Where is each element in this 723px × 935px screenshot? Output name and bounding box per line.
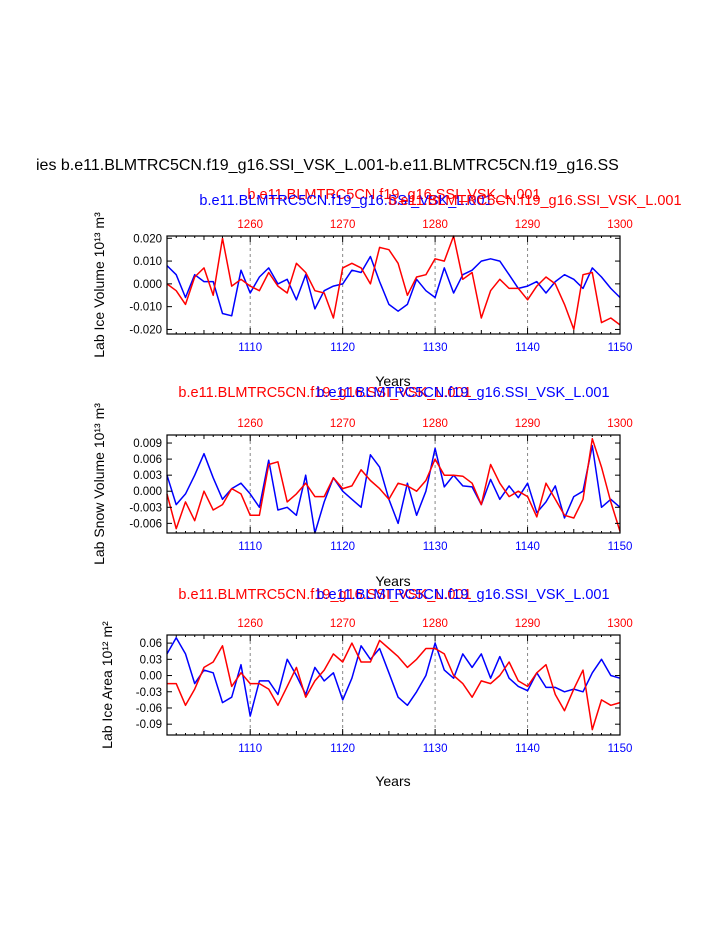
panel-ice-volume: b.e11.BLMTRC5CN.f19_g16.SSI_VSK_L.001 b.…	[91, 187, 682, 389]
x-tick-label-bottom: 1120	[330, 342, 355, 354]
panel-3-series	[166, 636, 621, 731]
red-series-line	[166, 437, 621, 532]
blue-series-line	[166, 444, 621, 534]
x-tick-label-top: 1290	[515, 618, 541, 630]
x-tick-label-bottom: 1150	[608, 541, 633, 553]
y-tick-label: -0.020	[129, 324, 162, 336]
panel-1-title-a: b.e11.BLMTRC5CN.f19_g16.SSI_VSK_L.001	[199, 193, 492, 209]
x-tick-label-top: 1300	[607, 418, 633, 430]
x-tick-label-top: 1300	[607, 618, 633, 630]
panel-2-title-a: b.e11.BLMTRC5CN.f19_g16.SSI_VSK_L.001	[316, 385, 609, 401]
x-tick-label-top: 1270	[330, 418, 356, 430]
x-tick-label-bottom: 1150	[608, 342, 633, 354]
y-tick-label: 0.020	[133, 233, 162, 245]
y-tick-label: 0.003	[133, 470, 162, 482]
x-tick-label-bottom: 1110	[238, 342, 262, 354]
x-tick-label-top: 1280	[422, 219, 448, 231]
x-tick-label-top: 1280	[422, 618, 448, 630]
panel-2-x-ticks-bottom: 1110 1120 1130 1140 1150	[166, 527, 633, 553]
y-tick-label: -0.09	[136, 719, 162, 731]
x-tick-label-bottom: 1140	[515, 541, 540, 553]
blue-series-line	[166, 255, 621, 317]
y-tick-label: 0.00	[140, 671, 162, 683]
x-tick-label-top: 1270	[330, 618, 356, 630]
x-tick-label-bottom: 1130	[423, 743, 448, 755]
y-tick-label: 0.009	[133, 438, 162, 450]
y-tick-label: 0.03	[140, 654, 162, 666]
panel-3-x-ticks-bottom: 1110 1120 1130 1140 1150	[166, 729, 633, 755]
panel-1-ylabel: Lab Ice Volume 10¹³ m³	[91, 212, 107, 358]
panel-1-frame	[166, 235, 621, 335]
panel-ice-area: b.e11.BLMTRC5CN.f19_g16.SSI_VSK_L.001 b.…	[99, 587, 633, 789]
x-tick-label-bottom: 1130	[423, 342, 448, 354]
y-tick-label: -0.003	[129, 502, 162, 514]
panel-1-x-ticks-top: 1260 1270 1280 1290 1300	[166, 219, 633, 242]
panel-3-frame	[166, 634, 621, 736]
x-tick-label-bottom: 1140	[515, 743, 540, 755]
x-tick-label-top: 1260	[237, 418, 263, 430]
panel-3-title-b: b.e11.BLMTRC5CN.f19_g16.SSI_VSK_L.001	[178, 587, 471, 603]
panel-snow-volume: b.e11.BLMTRC5CN.f19_g16.SSI_VSK_L.001 b.…	[91, 385, 633, 589]
y-tick-label: -0.03	[136, 687, 162, 699]
panel-3-title-a: b.e11.BLMTRC5CN.f19_g16.SSI_VSK_L.001	[316, 587, 609, 603]
panel-3-ylabel: Lab Ice Area 10¹² m²	[99, 621, 115, 749]
x-tick-label-top: 1260	[237, 219, 263, 231]
x-tick-label-top: 1300	[607, 219, 633, 231]
y-tick-label: 0.006	[133, 454, 162, 466]
y-tick-label: 0.06	[140, 638, 162, 650]
panel-3-gridlines	[249, 635, 529, 735]
panel-2-frame	[166, 434, 621, 534]
x-tick-label-bottom: 1150	[608, 743, 633, 755]
panel-1-x-ticks-bottom: 1110 1120 1130 1140 1150	[166, 328, 633, 354]
x-tick-label-top: 1290	[515, 219, 541, 231]
panel-2-series	[166, 437, 621, 534]
x-tick-label-bottom: 1120	[330, 743, 355, 755]
panel-1-xlabel: Years	[375, 373, 410, 389]
x-tick-label-bottom: 1110	[238, 541, 262, 553]
main-title: ies b.e11.BLMTRC5CN.f19_g16.SSI_VSK_L.00…	[36, 157, 619, 174]
panel-2-y-ticks: -0.006 -0.003 0.000 0.003 0.006 0.009	[129, 438, 620, 530]
red-series-line	[166, 235, 621, 331]
panel-2-title-b: b.e11.BLMTRC5CN.f19_g16.SSI_VSK_L.001	[178, 385, 471, 401]
x-tick-label-top: 1260	[237, 618, 263, 630]
x-tick-label-bottom: 1110	[238, 743, 262, 755]
panel-3-y-ticks: -0.09 -0.06 -0.03 0.00 0.03 0.06	[136, 638, 620, 731]
x-tick-label-bottom: 1140	[515, 342, 540, 354]
x-tick-label-bottom: 1120	[330, 541, 355, 553]
x-tick-label-top: 1270	[330, 219, 356, 231]
panel-3-x-ticks-top: 1260 1270 1280 1290 1300	[166, 618, 633, 641]
panel-1-y-ticks: -0.020 -0.010 0.000 0.010 0.020	[129, 233, 620, 336]
red-series-line	[167, 639, 621, 731]
x-tick-label-top: 1280	[422, 418, 448, 430]
panel-1-title-b: b.e11.BLMTRC5CN.f19_g16.SSI_VSK_L.001	[247, 187, 540, 203]
panel-1-series	[166, 235, 621, 331]
blue-series-line	[166, 636, 621, 717]
y-tick-label: -0.010	[129, 302, 162, 314]
panel-2-ylabel: Lab Snow Volume 10¹³ m³	[91, 403, 107, 565]
y-tick-label: 0.010	[133, 256, 162, 268]
panel-2-xlabel: Years	[375, 573, 410, 589]
y-tick-label: -0.006	[129, 518, 162, 530]
panel-2-x-ticks-top: 1260 1270 1280 1290 1300	[166, 418, 633, 441]
panel-1-title-b-overlay: b.e11.BLMTRC5CN.f19_g16.SSI_VSK_L.001	[388, 193, 681, 209]
y-tick-label: 0.000	[133, 486, 162, 498]
y-tick-label: -0.06	[136, 703, 162, 715]
panel-1-gridlines	[249, 236, 529, 334]
panel-3-xlabel: Years	[375, 773, 410, 789]
x-tick-label-bottom: 1130	[423, 541, 448, 553]
y-tick-label: 0.000	[133, 279, 162, 291]
x-tick-label-top: 1290	[515, 418, 541, 430]
